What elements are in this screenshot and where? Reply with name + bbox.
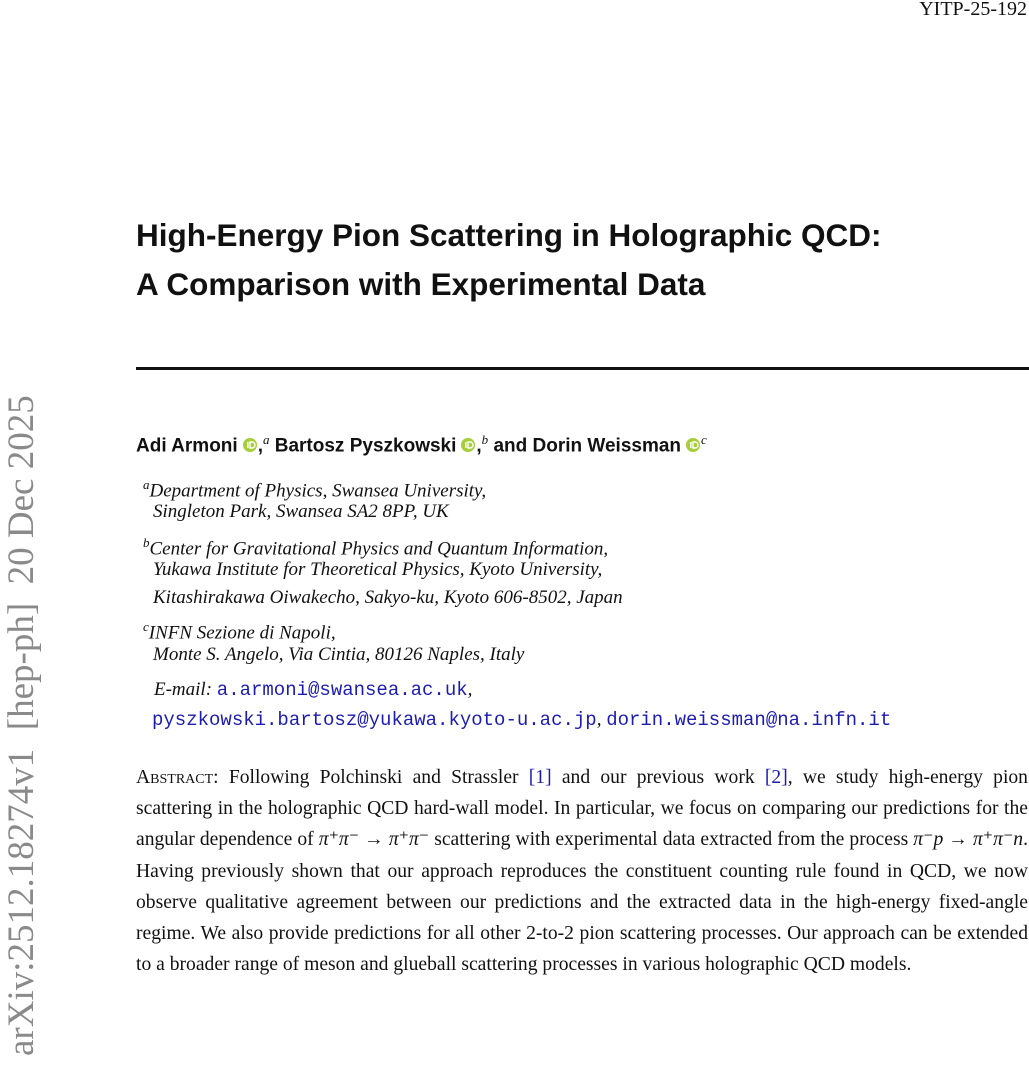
abstract-label: Abstract: [136, 767, 219, 788]
affiliation-text: INFN Sezione di Napoli, [148, 622, 336, 644]
affiliation-mark: b [143, 535, 150, 550]
author-name: Dorin Weissman [532, 435, 682, 457]
orcid-icon [686, 436, 701, 458]
email-separator: , [467, 679, 473, 700]
email-label: E-mail: [154, 679, 213, 700]
author-punct: , [476, 435, 482, 457]
affiliation-line: bCenter for Gravitational Physics and Qu… [143, 529, 608, 563]
author-conjunction: and [493, 435, 528, 457]
affiliation-text: Monte S. Angelo, Via Cintia, 80126 Naple… [153, 644, 525, 665]
email-line: pyszkowski.bartosz@yukawa.kyoto-u.ac.jp,… [152, 706, 891, 735]
title-line: High-Energy Pion Scattering in Holograph… [136, 217, 882, 253]
abstract-text: . Having previously shown that our appro… [136, 829, 1028, 976]
math: π⁺π⁻ → π⁺π⁻ [318, 829, 430, 851]
affiliation-line: Yukawa Institute for Theoretical Physics… [153, 556, 602, 584]
email-separator: , [596, 709, 602, 730]
email-address[interactable]: a.armoni@swansea.ac.uk [216, 679, 468, 701]
abstract-text: Following Polchinski and Strassler [228, 767, 529, 788]
report-number: YITP-25-192 [919, 0, 1027, 20]
abstract-text: , we study high-energy pion scattering i… [136, 767, 1028, 851]
affiliation-text: Center for Gravitational Physics and Qua… [149, 538, 609, 560]
title-line: A Comparison with Experimental Data [136, 266, 706, 302]
orcid-icon [242, 436, 257, 458]
author-name: Adi Armoni [136, 435, 238, 457]
affiliation-mark: c [701, 432, 707, 447]
affiliation-line: aDepartment of Physics, Swansea Universi… [143, 471, 486, 505]
abstract-text: scattering with experimental data extrac… [429, 829, 914, 851]
email-line: E-mail: a.armoni@swansea.ac.uk, [154, 676, 472, 705]
affiliation-text: Singleton Park, Swansea SA2 8PP, UK [153, 501, 449, 522]
author-name: Bartosz Pyszkowski [274, 435, 457, 457]
email-address[interactable]: dorin.weissman@na.infn.it [606, 709, 892, 731]
citation[interactable]: [2] [764, 767, 788, 788]
rule [136, 367, 1029, 370]
math: π⁻p → π⁺π⁻n [913, 829, 1024, 851]
affiliation-text: Yukawa Institute for Theoretical Physics… [153, 559, 603, 580]
affiliation-line: cINFN Sezione di Napoli, [143, 613, 336, 647]
author-punct: , [257, 435, 263, 457]
affiliation-mark: c [143, 619, 149, 634]
arxiv-stamp: arXiv:2512.18274v1 [hep-ph] 20 Dec 2025 [1, 395, 42, 1056]
affiliation-line: Singleton Park, Swansea SA2 8PP, UK [153, 498, 449, 526]
abstract: Abstract: Following Polchinski and Stras… [136, 762, 1028, 980]
affiliation-line: Kitashirakawa Oiwakecho, Sakyo-ku, Kyoto… [153, 584, 623, 612]
orcid-icon [461, 436, 476, 458]
affiliation-mark: a [262, 432, 270, 447]
affiliation-text: Department of Physics, Swansea Universit… [149, 480, 487, 502]
citation[interactable]: [1] [528, 767, 552, 788]
affiliation-line: Monte S. Angelo, Via Cintia, 80126 Naple… [153, 641, 524, 669]
orcid-badge [686, 438, 701, 453]
email-address[interactable]: pyszkowski.bartosz@yukawa.kyoto-u.ac.jp [152, 709, 597, 731]
affiliation-mark: b [481, 432, 489, 447]
orcid-badge [242, 438, 257, 453]
abstract-text: and our previous work [551, 767, 765, 788]
affiliation-mark: a [143, 477, 150, 492]
affiliation-text: Kitashirakawa Oiwakecho, Sakyo-ku, Kyoto… [153, 587, 623, 608]
authors: Adi Armoni ,a Bartosz Pyszkowski ,b and Do… [136, 432, 707, 458]
orcid-badge [461, 438, 476, 453]
